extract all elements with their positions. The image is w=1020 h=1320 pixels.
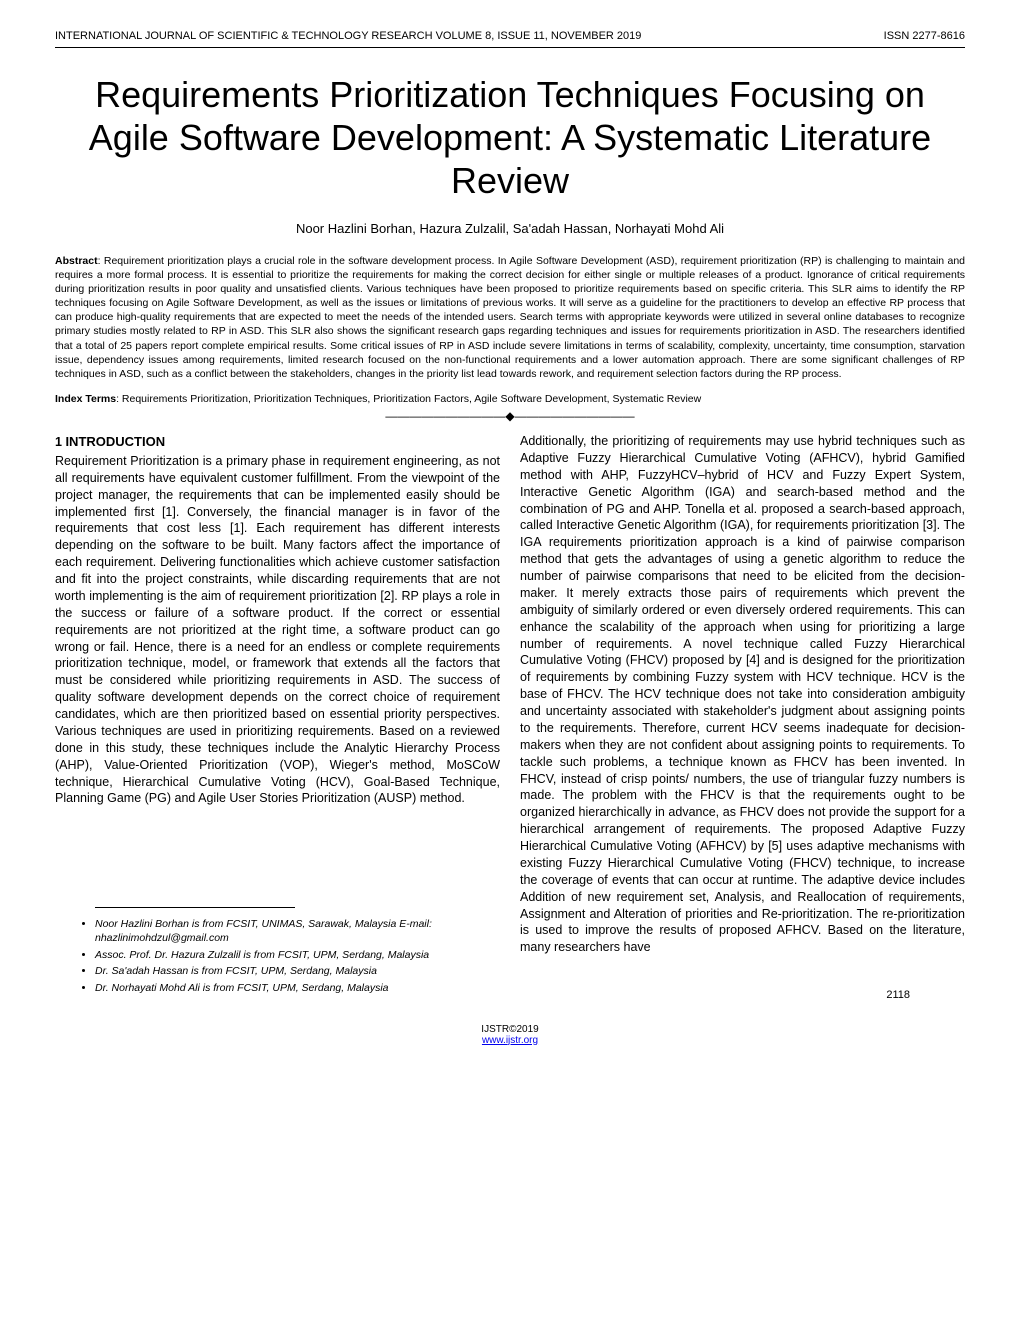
section-ornament: ——————————◆—————————— [55, 409, 965, 423]
abstract-label: Abstract [55, 255, 98, 267]
abstract-text: : Requirement prioritization plays a cru… [55, 255, 965, 380]
index-terms-block: Index Terms: Requirements Prioritization… [55, 393, 965, 405]
page-number: 2118 [886, 989, 910, 1001]
affiliation-item: Assoc. Prof. Dr. Hazura Zulzalil is from… [95, 949, 500, 963]
affiliation-item: Dr. Norhayati Mohd Ali is from FCSIT, UP… [95, 982, 500, 996]
right-column: Additionally, the prioritizing of requir… [520, 433, 965, 998]
section-1-body-right: Additionally, the prioritizing of requir… [520, 433, 965, 956]
paper-title: Requirements Prioritization Techniques F… [55, 73, 965, 203]
section-1-body-left: Requirement Prioritization is a primary … [55, 453, 500, 807]
authors-line: Noor Hazlini Borhan, Hazura Zulzalil, Sa… [55, 221, 965, 236]
affiliations-list: Noor Hazlini Borhan is from FCSIT, UNIMA… [55, 918, 500, 995]
index-terms-text: : Requirements Prioritization, Prioritiz… [116, 393, 701, 405]
abstract-block: Abstract: Requirement prioritization pla… [55, 254, 965, 382]
footer-url-link[interactable]: www.ijstr.org [482, 1035, 538, 1046]
footer-block: IJSTR©2019 www.ijstr.org [55, 1024, 965, 1046]
header-divider [55, 47, 965, 48]
index-terms-label: Index Terms [55, 393, 116, 405]
affiliation-divider [95, 907, 295, 908]
footer-copyright: IJSTR©2019 [55, 1024, 965, 1035]
issn-header: ISSN 2277-8616 [884, 30, 965, 42]
affiliation-item: Dr. Sa'adah Hassan is from FCSIT, UPM, S… [95, 965, 500, 979]
section-number: 1 [55, 435, 62, 449]
left-column: 1 INTRODUCTION Requirement Prioritizatio… [55, 433, 500, 998]
journal-header: INTERNATIONAL JOURNAL OF SCIENTIFIC & TE… [55, 30, 641, 42]
section-title: INTRODUCTION [65, 434, 165, 449]
affiliation-item: Noor Hazlini Borhan is from FCSIT, UNIMA… [95, 918, 500, 945]
section-1-heading: 1 INTRODUCTION [55, 433, 500, 451]
